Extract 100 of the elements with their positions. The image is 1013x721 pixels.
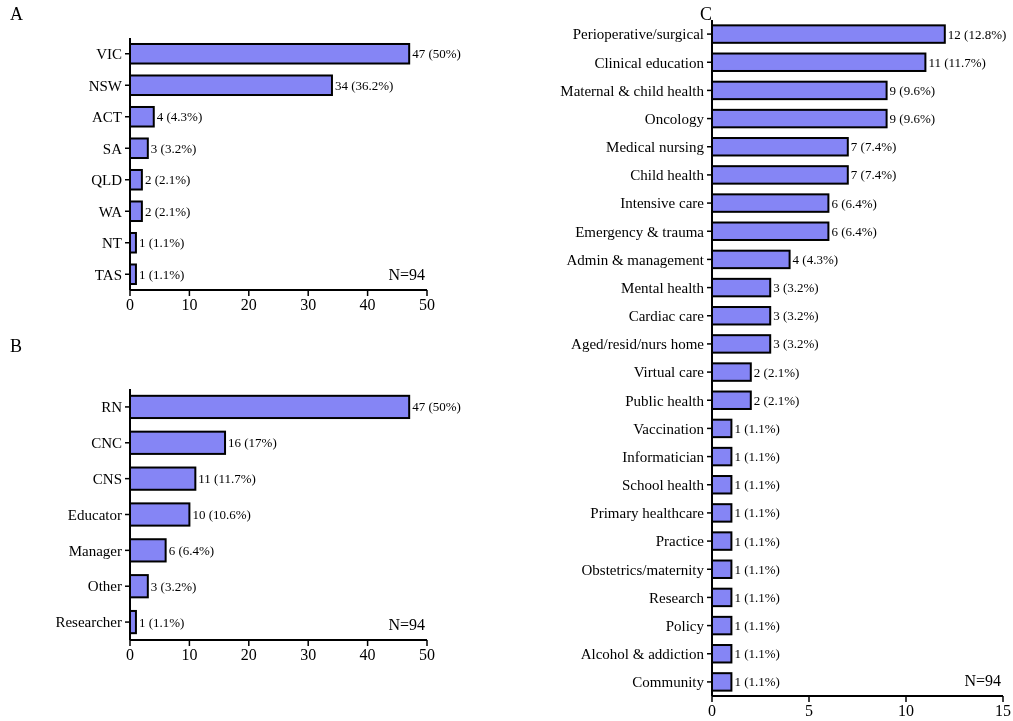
data-label: 7 (7.4%) — [850, 139, 897, 155]
x-tick-label: 10 — [181, 296, 198, 313]
data-label: 1 (1.1%) — [734, 420, 780, 436]
y-tick-label: Vaccination — [633, 420, 705, 437]
y-tick-label: NT — [102, 235, 122, 251]
data-label: 1 (1.1%) — [138, 614, 185, 630]
x-tick-label: 5 — [805, 702, 813, 719]
data-label: 1 (1.1%) — [734, 505, 780, 521]
x-tick-label: 40 — [359, 296, 376, 313]
data-label: 47 (50%) — [412, 46, 461, 62]
x-tick-label: 50 — [419, 296, 435, 313]
x-tick-label: 20 — [240, 646, 257, 663]
x-tick-label: 0 — [708, 702, 716, 719]
data-label: 6 (6.4%) — [168, 542, 215, 558]
data-label: 16 (17%) — [228, 435, 277, 451]
y-tick-label: Child health — [630, 167, 705, 184]
data-label: 11 (11.7%) — [928, 54, 986, 70]
data-label: 3 (3.2%) — [150, 578, 197, 594]
y-tick-label: Clinical education — [594, 54, 705, 71]
y-tick-label: Informatician — [622, 448, 705, 465]
chart-title: C — [700, 4, 713, 24]
y-tick-label: Researcher — [55, 614, 122, 631]
y-tick-label: ACT — [92, 109, 122, 125]
y-tick-label: Manager — [68, 542, 122, 559]
x-tick-label: 10 — [898, 702, 914, 719]
y-tick-label: Other — [87, 578, 122, 595]
y-tick-label: Virtual care — [633, 364, 705, 381]
x-tick-label: 50 — [419, 646, 435, 663]
y-tick-label: Educator — [67, 506, 122, 523]
chart-title: A — [10, 4, 23, 24]
y-tick-label: RN — [101, 399, 123, 416]
x-tick-label: 30 — [300, 296, 317, 313]
data-label: 1 (1.1%) — [734, 533, 780, 549]
data-label: 1 (1.1%) — [734, 646, 780, 662]
y-tick-label: School health — [621, 477, 705, 493]
y-tick-label: Intensive care — [620, 195, 705, 212]
annotation: N=94 — [964, 672, 1001, 689]
data-label: 3 (3.2%) — [150, 140, 197, 156]
data-label: 2 (2.1%) — [753, 392, 800, 408]
data-label: 10 (10.6%) — [192, 507, 251, 523]
data-label: 9 (9.6%) — [889, 82, 936, 98]
y-tick-label: Public health — [625, 392, 705, 409]
data-label: 1 (1.1%) — [138, 266, 185, 282]
data-label: 3 (3.2%) — [773, 280, 819, 296]
x-tick-label: 10 — [181, 646, 198, 663]
data-label: 4 (4.3%) — [156, 109, 203, 125]
data-label: 2 (2.1%) — [753, 364, 800, 380]
x-tick-label: 20 — [240, 296, 257, 313]
y-tick-label: TAS — [94, 266, 122, 283]
data-label: 47 (50%) — [412, 399, 461, 415]
y-tick-label: Mental health — [621, 279, 705, 296]
data-label: 1 (1.1%) — [734, 561, 780, 577]
y-tick-label: VIC — [96, 46, 122, 62]
data-label: 1 (1.1%) — [734, 674, 780, 690]
y-tick-label: CNC — [91, 435, 122, 452]
y-tick-label: Primary healthcare — [590, 505, 705, 522]
y-tick-label: Obstetrics/maternity — [581, 561, 705, 578]
y-tick-label: Research — [649, 589, 705, 606]
y-tick-label: Emergency & trauma — [575, 223, 705, 240]
y-tick-label: Admin & management — [566, 251, 705, 268]
x-tick-label: 40 — [359, 646, 376, 663]
data-label: 1 (1.1%) — [734, 449, 780, 465]
x-tick-label: 0 — [126, 646, 134, 663]
y-tick-label: WA — [98, 203, 123, 220]
y-tick-label: Community — [632, 674, 705, 691]
annotation: N=94 — [388, 266, 425, 283]
data-label: 2 (2.1%) — [144, 172, 191, 188]
y-tick-label: NSW — [88, 77, 123, 94]
y-tick-label: QLD — [91, 172, 123, 188]
annotation: N=94 — [388, 616, 425, 633]
y-tick-label: Perioperative/surgical — [572, 26, 704, 43]
chart-title: B — [10, 336, 23, 356]
data-label: 4 (4.3%) — [792, 251, 839, 267]
data-label: 11 (11.7%) — [198, 471, 256, 487]
y-tick-label: Maternal & child health — [560, 82, 705, 99]
y-tick-label: CNS — [92, 470, 122, 487]
data-label: 1 (1.1%) — [138, 235, 185, 251]
data-label: 3 (3.2%) — [773, 336, 819, 352]
y-tick-label: Aged/resid/nurs home — [571, 336, 705, 353]
x-tick-label: 0 — [126, 296, 134, 313]
data-label: 1 (1.1%) — [734, 477, 780, 493]
data-label: 7 (7.4%) — [850, 167, 897, 183]
y-tick-label: Practice — [655, 533, 705, 550]
data-label: 2 (2.1%) — [144, 203, 191, 219]
y-tick-label: Oncology — [644, 110, 705, 127]
y-tick-label: Medical nursing — [606, 139, 705, 155]
y-tick-label: Cardiac care — [628, 308, 705, 324]
data-label: 34 (36.2%) — [334, 77, 394, 93]
data-label: 3 (3.2%) — [773, 308, 819, 324]
y-tick-label: Alcohol & addiction — [580, 646, 705, 662]
data-label: 1 (1.1%) — [734, 618, 780, 634]
data-label: 12 (12.8%) — [947, 26, 1007, 42]
data-label: 9 (9.6%) — [889, 111, 936, 127]
data-label: 6 (6.4%) — [831, 223, 877, 239]
y-tick-label: SA — [102, 140, 123, 157]
y-tick-label: Policy — [665, 617, 705, 634]
x-tick-label: 15 — [995, 702, 1011, 719]
data-label: 6 (6.4%) — [831, 195, 877, 211]
x-tick-label: 30 — [300, 646, 317, 663]
data-label: 1 (1.1%) — [734, 589, 780, 605]
